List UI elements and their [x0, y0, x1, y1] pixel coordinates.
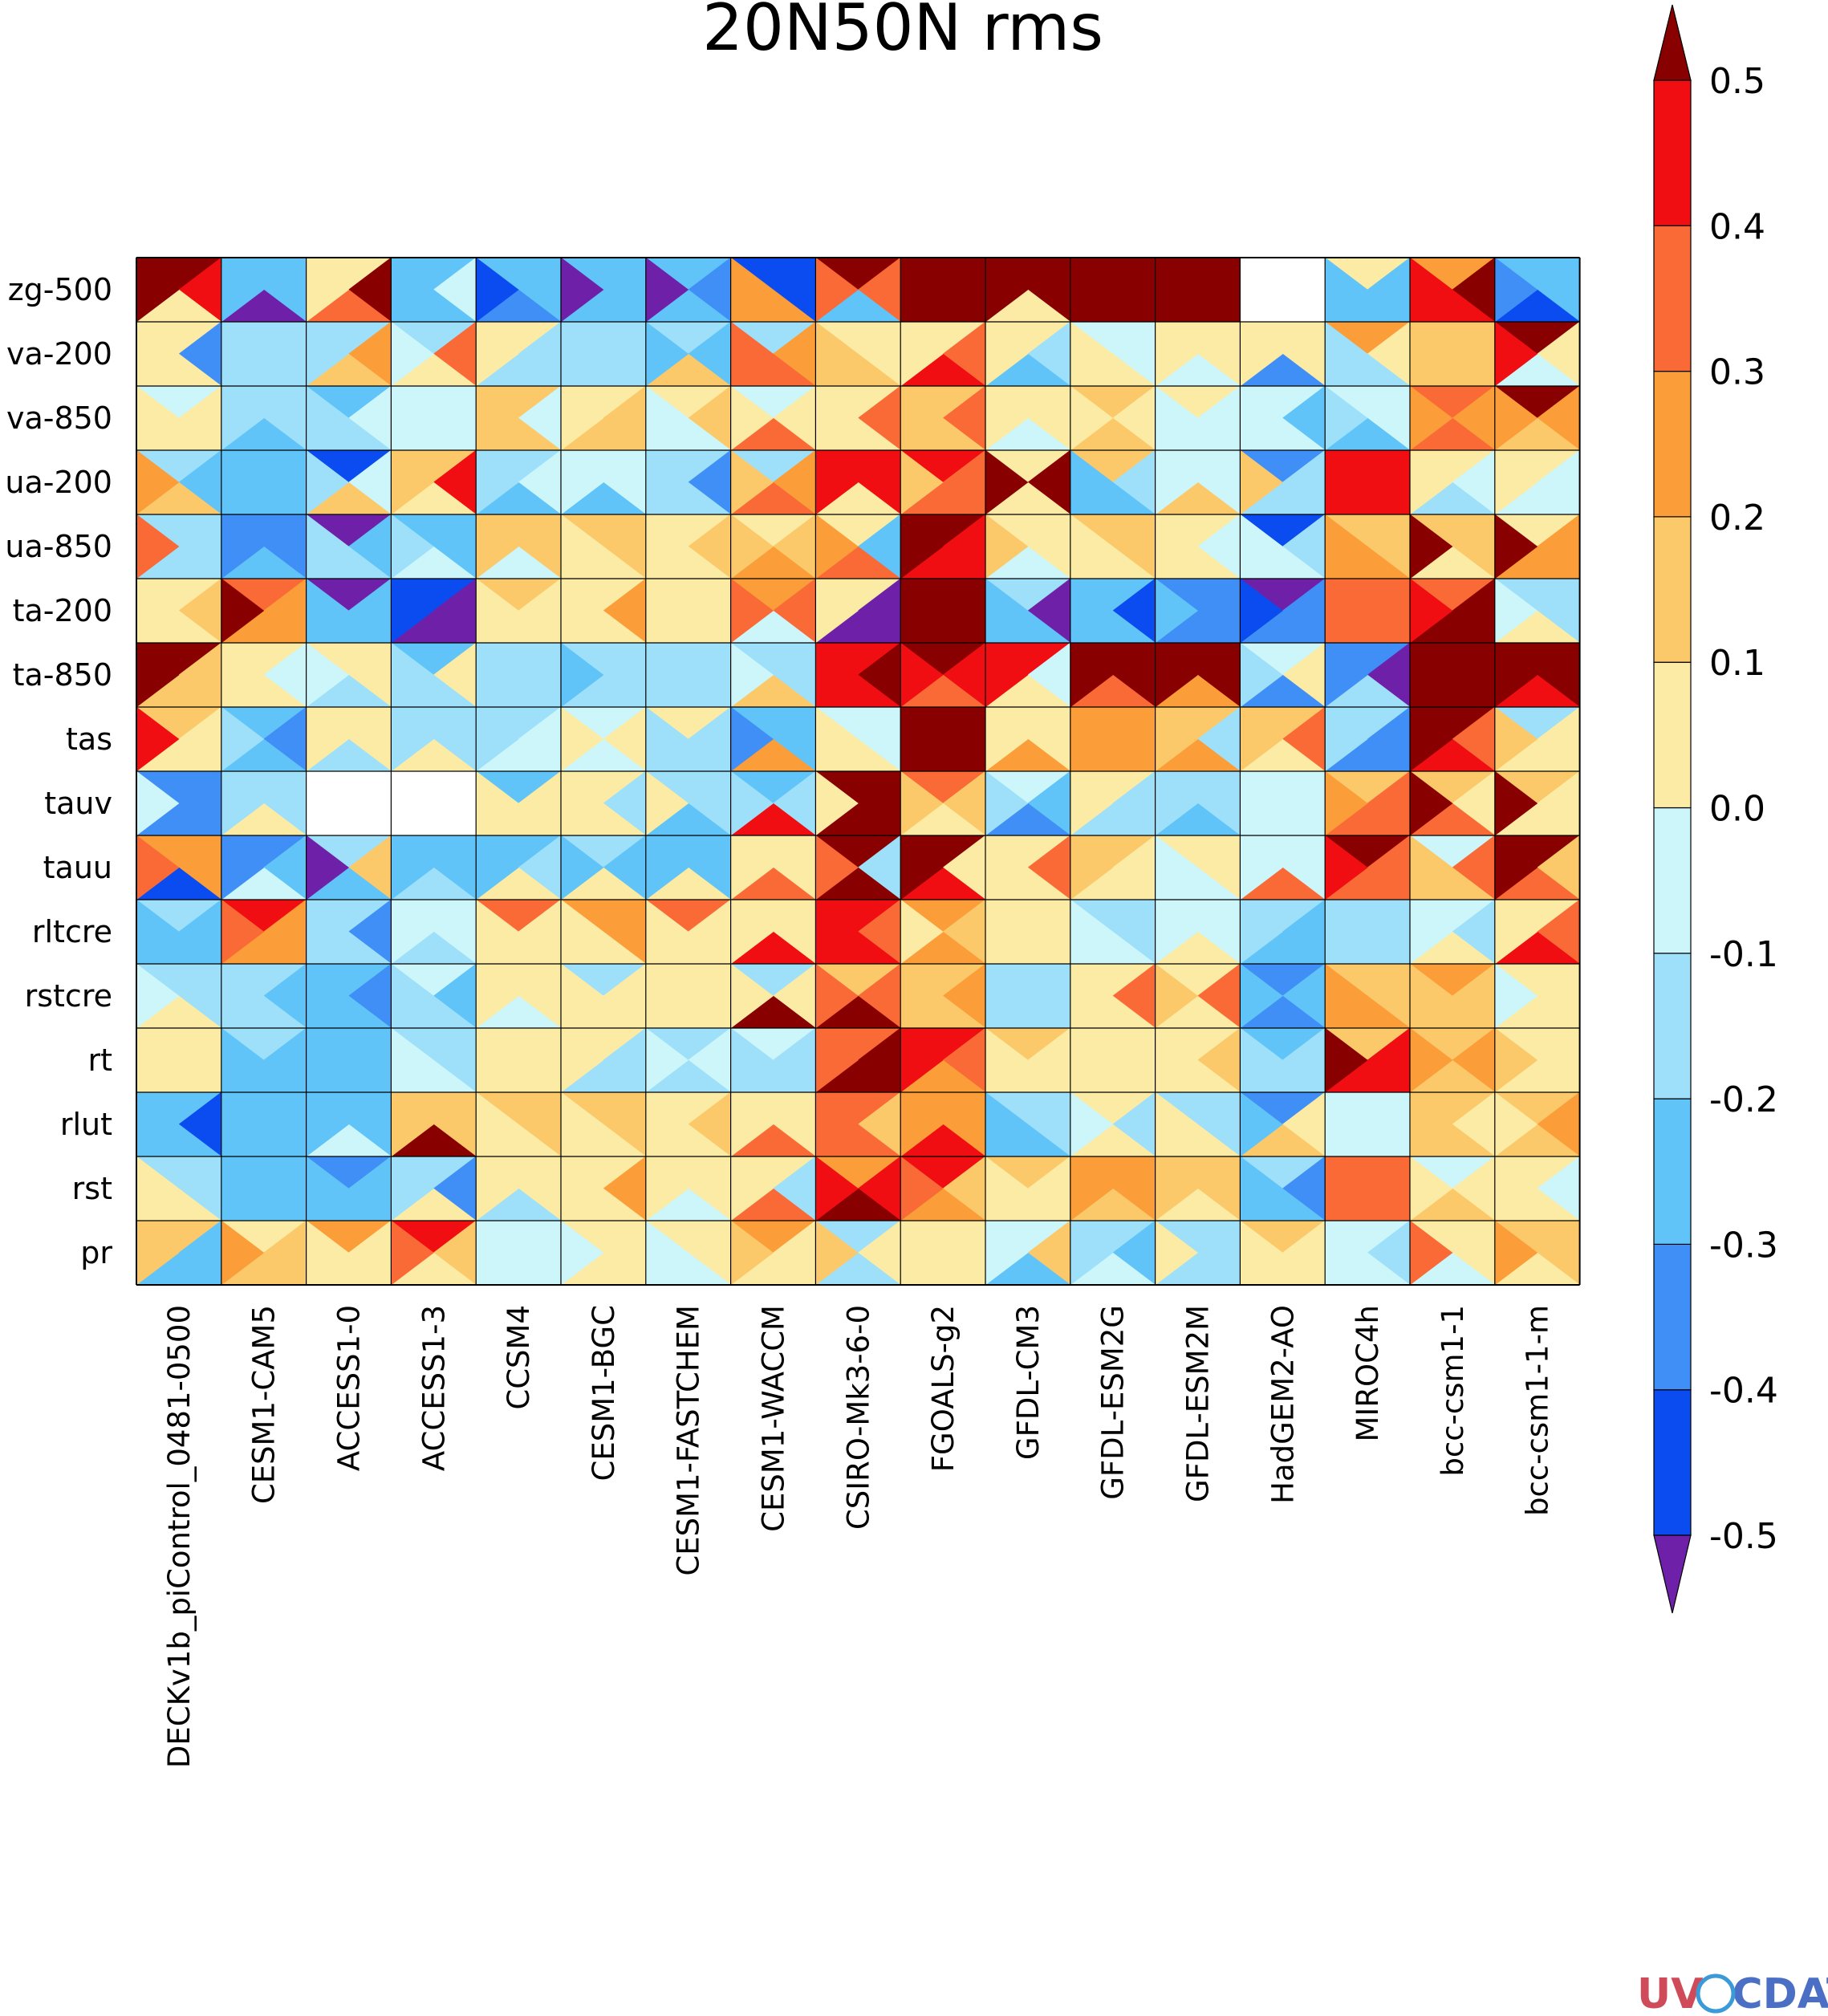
column-label: MIROC4h	[1351, 1305, 1385, 1442]
colorbar-tick-label: -0.4	[1709, 1371, 1778, 1412]
colorbar-swatch	[1653, 1243, 1692, 1391]
column-label: ACCESS1-3	[416, 1305, 451, 1471]
colorbar-tick-label: 0.1	[1709, 643, 1765, 684]
uvcdat-logo: UV CDAT	[1637, 1970, 1828, 2016]
column-label: DECKv1b_piControl_0481-0500	[162, 1305, 197, 1768]
colorbar-tick-label: 0.4	[1709, 206, 1765, 247]
chart-title: 20N50N rms	[702, 0, 1103, 65]
row-labels: zg-500 va-200 va-850 ua-200 ua-850 ta-200 ta-8…	[5, 272, 112, 1270]
colorbar-swatch	[1653, 1389, 1692, 1536]
colorbar-swatch	[1653, 79, 1692, 226]
colorbar-swatch	[1653, 807, 1692, 954]
row-label: tauu	[43, 850, 112, 885]
row-label: ta-850	[13, 657, 112, 693]
colorbar-tick-labels: -0.5 -0.4 -0.3 -0.2 -0.1 0.0 0.1 0.2 0.3 0.4 0.5	[1709, 61, 1778, 1557]
colorbar-swatch	[1653, 1098, 1692, 1245]
column-label: FGOALS-g2	[926, 1305, 961, 1472]
column-label: HadGEM2-AO	[1265, 1305, 1300, 1504]
row-label: ua-850	[5, 529, 112, 564]
column-label: bcc-csm1-1	[1436, 1305, 1470, 1477]
colorbar-over-triangle	[1653, 4, 1692, 81]
colorbar-tick-label: -0.1	[1709, 934, 1778, 975]
row-label: rstcre	[25, 978, 112, 1014]
row-label: va-200	[6, 336, 112, 372]
column-label: bcc-csm1-1-m	[1521, 1305, 1555, 1516]
heatmap-grid	[136, 257, 1581, 1286]
column-label: ACCESS1-0	[332, 1305, 367, 1471]
column-label: GFDL-CM3	[1011, 1305, 1046, 1460]
column-label: CESM1-CAM5	[247, 1305, 282, 1504]
logo-uv-text: UV	[1637, 1970, 1703, 2016]
column-label: CESM1-BGC	[587, 1305, 621, 1481]
colorbar-under-triangle	[1653, 1534, 1692, 1614]
heatmap-cells	[136, 257, 1581, 1286]
row-label: rlut	[60, 1107, 112, 1142]
colorbar-tick-label: -0.3	[1709, 1225, 1778, 1266]
row-label: pr	[80, 1235, 112, 1270]
column-label: CESM1-WACCM	[757, 1305, 791, 1532]
logo-globe-icon	[1696, 1973, 1736, 2014]
column-label: CESM1-FASTCHEM	[672, 1305, 706, 1576]
colorbar-tick-label: 0.2	[1709, 498, 1765, 539]
row-label: rt	[87, 1043, 112, 1078]
colorbar-swatch	[1653, 516, 1692, 663]
row-label: rst	[72, 1171, 112, 1206]
colorbar-tick-label: 0.0	[1709, 789, 1765, 830]
logo-cdat-text: CDAT	[1732, 1970, 1828, 2016]
colorbar-swatch	[1653, 661, 1692, 809]
column-label: CSIRO-Mk3-6-0	[841, 1305, 875, 1530]
row-label: tas	[66, 721, 112, 757]
row-label: rltcre	[32, 914, 112, 949]
colorbar-tick-label: -0.2	[1709, 1079, 1778, 1120]
colorbar-swatch	[1653, 371, 1692, 518]
row-label: ua-200	[5, 465, 112, 500]
row-label: ta-200	[13, 593, 112, 628]
column-labels: DECKv1b_piControl_0481-0500 CESM1-CAM5 ACC…	[162, 1305, 1555, 1768]
column-label: GFDL-ESM2G	[1096, 1305, 1131, 1500]
column-label: CCSM4	[502, 1305, 536, 1410]
row-label: zg-500	[8, 272, 112, 307]
row-label: va-850	[6, 400, 112, 436]
colorbar-tick-label: 0.5	[1709, 61, 1765, 102]
row-label: tauv	[44, 786, 112, 821]
colorbar-tick-label: -0.5	[1709, 1516, 1778, 1557]
colorbar-swatch	[1653, 953, 1692, 1099]
column-label: GFDL-ESM2M	[1181, 1305, 1216, 1502]
colorbar-swatch	[1653, 225, 1692, 372]
colorbar	[1653, 4, 1692, 1614]
colorbar-tick-label: 0.3	[1709, 352, 1765, 393]
svg-text:UVCDAT: UV CDAT	[1637, 1970, 1828, 2016]
